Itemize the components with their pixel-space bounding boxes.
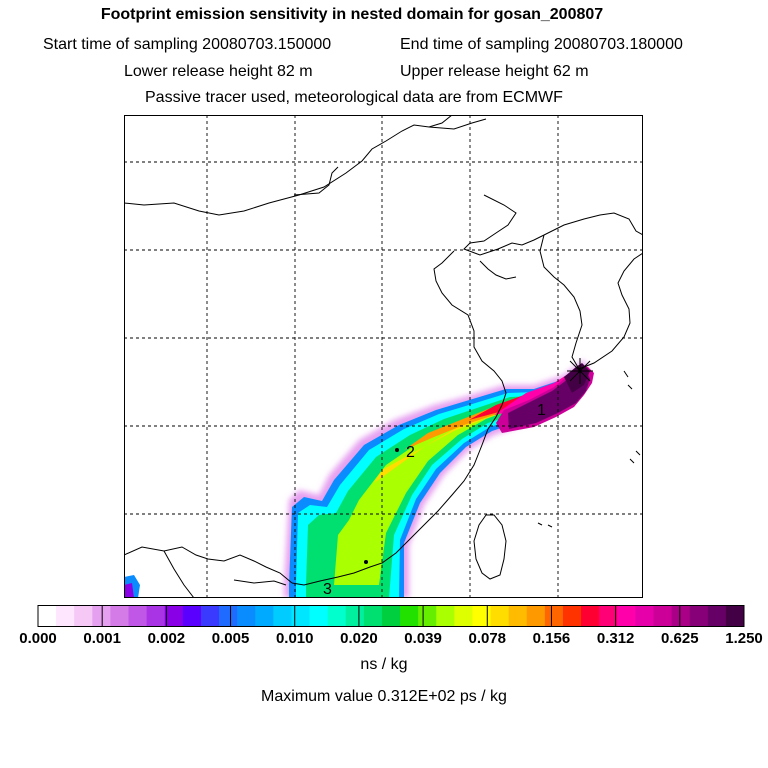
colorbar-tick-label: 0.020 bbox=[340, 630, 378, 647]
colorbar-cell bbox=[544, 605, 564, 627]
colorbar-cell bbox=[237, 605, 256, 627]
colorbar-cell bbox=[689, 605, 709, 627]
start-time-label: Start time of sampling 20080703.150000 bbox=[43, 36, 332, 53]
colorbar-cell bbox=[309, 605, 329, 627]
colorbar-cell bbox=[56, 605, 75, 627]
colorbar-cell bbox=[345, 605, 365, 627]
colorbar-cell bbox=[200, 605, 220, 627]
colorbar-cell bbox=[273, 605, 292, 627]
receptor-marker bbox=[567, 358, 593, 384]
colorbar-tick-label: 0.078 bbox=[468, 630, 507, 647]
colorbar-cell bbox=[255, 605, 274, 627]
trajectory-label-2: 2 bbox=[406, 444, 415, 461]
colorbar-cell bbox=[418, 605, 437, 627]
colorbar-cell bbox=[617, 605, 636, 627]
trajectory-point-2 bbox=[395, 448, 399, 452]
colorbar-cell bbox=[436, 605, 455, 627]
colorbar-tick-label: 0.002 bbox=[147, 630, 186, 647]
colorbar-cell bbox=[182, 605, 202, 627]
colorbar-cell bbox=[381, 605, 401, 627]
colorbar-cell bbox=[219, 605, 238, 627]
colorbar-cell bbox=[562, 605, 582, 627]
colorbar-tick-label: 0.001 bbox=[83, 630, 121, 647]
footprint-map: 1 2 3 bbox=[124, 115, 643, 598]
colorbar-cell bbox=[400, 605, 419, 627]
colorbar-cell bbox=[671, 605, 691, 627]
colorbar-tick-label: 0.010 bbox=[275, 630, 314, 647]
colorbar-tick-label: 0.312 bbox=[596, 630, 635, 647]
colorbar-cell bbox=[363, 605, 383, 627]
colorbar-cell bbox=[581, 605, 600, 627]
coastlines bbox=[124, 115, 643, 598]
colorbar-cell bbox=[164, 605, 184, 627]
footprint-plume bbox=[124, 360, 594, 598]
colorbar-cell bbox=[599, 605, 618, 627]
colorbar-cell bbox=[327, 605, 347, 627]
colorbar bbox=[0, 600, 768, 670]
maximum-value-label: Maximum value 0.312E+02 ps / kg bbox=[261, 688, 507, 705]
trajectory-point-3 bbox=[364, 560, 368, 564]
trajectory-label-3: 3 bbox=[323, 581, 332, 598]
colorbar-cell bbox=[291, 605, 311, 627]
colorbar-cell bbox=[454, 605, 473, 627]
colorbar-cell bbox=[128, 605, 148, 627]
colorbar-cell bbox=[472, 605, 492, 627]
colorbar-cell bbox=[508, 605, 528, 627]
colorbar-cell bbox=[526, 605, 546, 627]
map-frame bbox=[124, 115, 643, 598]
colorbar-tick-label: 0.625 bbox=[661, 630, 699, 647]
tracer-note: Passive tracer used, meteorological data… bbox=[145, 89, 563, 106]
upper-release-height-label: Upper release height 62 m bbox=[400, 63, 589, 80]
colorbar-tick-label: 0.000 bbox=[19, 630, 57, 647]
colorbar-cell bbox=[74, 605, 93, 627]
colorbar-cell bbox=[146, 605, 166, 627]
colorbar-cell bbox=[635, 605, 654, 627]
colorbar-tick-label: 0.005 bbox=[211, 630, 250, 647]
lower-release-height-label: Lower release height 82 m bbox=[124, 63, 313, 80]
colorbar-cell bbox=[653, 605, 673, 627]
colorbar-cell bbox=[38, 605, 57, 627]
colorbar-tick-label: 0.156 bbox=[532, 630, 571, 647]
colorbar-cell bbox=[490, 605, 510, 627]
colorbar-tick-label: 1.250 bbox=[725, 630, 763, 647]
plot-title: Footprint emission sensitivity in nested… bbox=[100, 6, 604, 23]
colorbar-cell bbox=[725, 605, 745, 627]
colorbar-tick-label: 0.039 bbox=[404, 630, 442, 647]
colorbar-cell bbox=[707, 605, 727, 627]
map-grid bbox=[124, 115, 643, 598]
end-time-label: End time of sampling 20080703.180000 bbox=[400, 36, 683, 53]
colorbar-strip bbox=[37, 605, 745, 627]
trajectory-label-1: 1 bbox=[537, 402, 546, 419]
colorbar-cell bbox=[110, 605, 130, 627]
colorbar-units: ns / kg bbox=[360, 656, 408, 673]
colorbar-cell bbox=[92, 605, 111, 627]
map-canvas: 1 2 3 bbox=[124, 115, 643, 598]
